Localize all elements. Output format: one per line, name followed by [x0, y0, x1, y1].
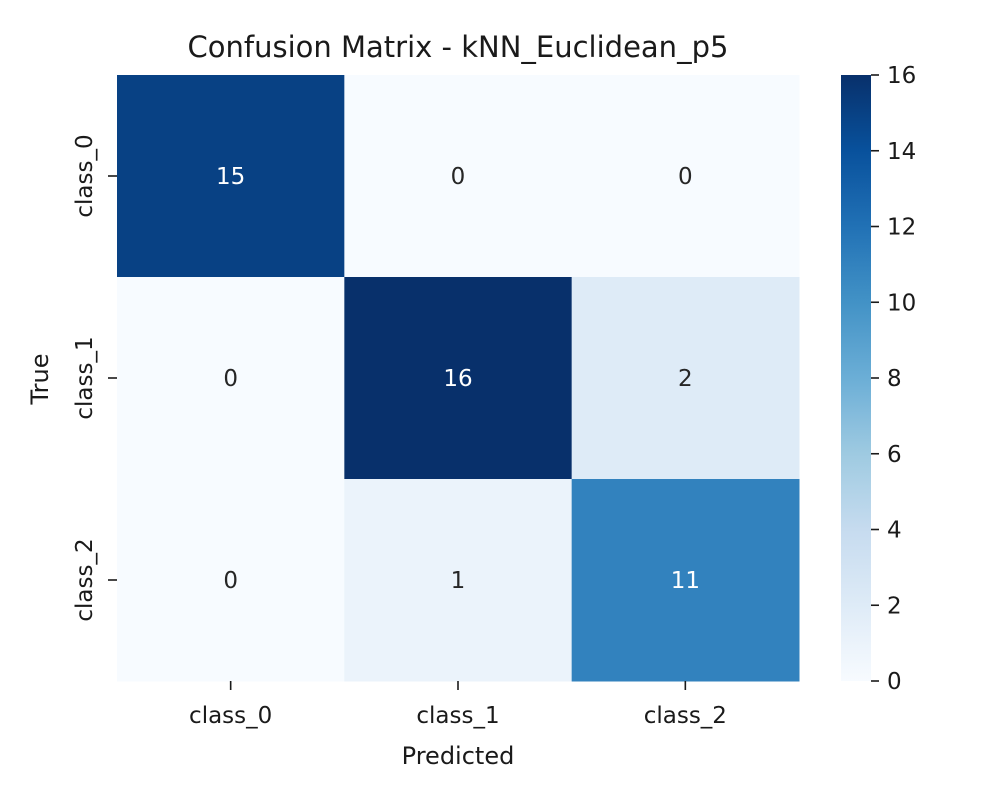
colorbar-tick-label-5: 10	[887, 290, 916, 316]
heatmap-cell-r2-c0	[117, 479, 345, 682]
cell-value-r2-c0: 0	[223, 568, 238, 594]
y-tick-label-1: class_1	[72, 336, 98, 419]
cell-value-r1-c1: 16	[443, 366, 472, 392]
heatmap-cell-r1-c0	[117, 277, 345, 480]
cell-value-r1-c2: 2	[678, 366, 693, 392]
cell-value-r0-c0: 15	[216, 164, 245, 190]
cell-value-r0-c1: 0	[451, 164, 466, 190]
y-tick-label-0: class_0	[72, 134, 98, 217]
x-axis-ticks: class_0 class_1 class_2	[189, 681, 727, 729]
y-axis-label: True	[26, 354, 54, 406]
colorbar-tick-label-7: 14	[887, 139, 916, 165]
chart-title: Confusion Matrix - kNN_Euclidean_p5	[188, 30, 729, 64]
x-axis-label: Predicted	[402, 742, 515, 770]
heatmap-cells	[117, 75, 800, 682]
heatmap-cell-r0-c2	[571, 75, 800, 278]
colorbar-tick-label-1: 2	[887, 593, 902, 619]
colorbar: 0 2 4 6 8 10 12 14 16	[841, 63, 916, 695]
cell-value-r2-c1: 1	[451, 568, 466, 594]
y-axis-ticks: class_0 class_1 class_2	[72, 134, 117, 622]
cell-value-r1-c0: 0	[223, 366, 238, 392]
y-tick-label-2: class_2	[72, 538, 98, 621]
colorbar-tick-label-8: 16	[887, 63, 916, 89]
heatmap-cell-r2-c1	[344, 479, 573, 682]
heatmap-cell-r0-c1	[344, 75, 573, 278]
x-tick-label-2: class_2	[644, 703, 727, 729]
colorbar-tick-label-3: 6	[887, 442, 902, 468]
colorbar-gradient	[841, 75, 871, 681]
colorbar-tick-label-6: 12	[887, 215, 916, 241]
cell-value-r0-c2: 0	[678, 164, 693, 190]
x-tick-label-1: class_1	[416, 703, 499, 729]
colorbar-tick-label-4: 8	[887, 366, 902, 392]
heatmap-cell-r2-c2	[571, 479, 800, 682]
heatmap-cell-r0-c0	[117, 75, 345, 278]
heatmap-cell-r1-c2	[571, 277, 800, 480]
cell-value-r2-c2: 11	[671, 568, 700, 594]
x-tick-label-0: class_0	[189, 703, 272, 729]
colorbar-tick-label-0: 0	[887, 669, 902, 695]
colorbar-tick-label-2: 4	[887, 518, 902, 544]
heatmap-cell-r1-c1	[344, 277, 573, 480]
heatmap-cell-labels: 15 0 00 16 20 1 11	[216, 164, 700, 594]
